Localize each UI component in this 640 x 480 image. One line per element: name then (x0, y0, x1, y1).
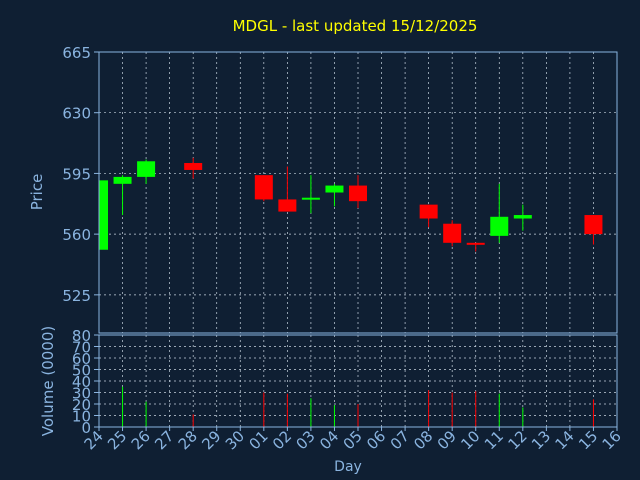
x-tick-label: 30 (222, 427, 248, 453)
x-tick-label: 15 (575, 427, 601, 453)
x-tick-label: 07 (387, 427, 413, 453)
candle-body (466, 242, 485, 245)
price-tick-label: 560 (62, 226, 91, 244)
x-tick-label: 05 (340, 427, 366, 453)
x-axis-label: Day (334, 459, 362, 475)
x-tick-label: 13 (528, 427, 554, 453)
candle-body (325, 185, 344, 193)
volume-tick-label: 10 (72, 408, 91, 426)
x-tick-label: 12 (504, 427, 530, 453)
tick-labels: 5255605956306650102030405060708024252627… (62, 44, 624, 453)
volume-tick-label: 80 (72, 327, 91, 345)
price-panel-frame (98, 51, 618, 334)
candles (98, 157, 603, 252)
candle-body (113, 176, 132, 184)
candle-body (301, 197, 320, 200)
x-tick-label: 01 (245, 427, 271, 453)
x-tick-label: 10 (457, 427, 483, 453)
x-tick-label: 06 (363, 427, 389, 453)
chart-title: MDGL - last updated 15/12/2025 (233, 17, 478, 35)
volume-tick-label: 30 (72, 385, 91, 403)
x-tick-label: 08 (410, 427, 436, 453)
candle-body (254, 175, 273, 200)
volume-tick-label: 70 (72, 339, 91, 357)
candle-body (99, 180, 108, 250)
price-tick-label: 525 (62, 287, 91, 305)
price-axis-label: Price (28, 174, 46, 211)
price-tick-label: 630 (62, 105, 91, 123)
candle-body (419, 204, 438, 219)
x-tick-label: 03 (293, 427, 319, 453)
price-tick-label: 665 (62, 44, 91, 62)
x-tick-label: 25 (104, 427, 130, 453)
volume-tick-label: 40 (72, 373, 91, 391)
candle-body (513, 215, 532, 219)
volume-axis-label: Volume (0000) (39, 326, 57, 436)
grid-layer (99, 51, 617, 427)
candle-body (278, 199, 297, 212)
volume-tick-label: 60 (72, 350, 91, 368)
volume-tick-label: 0 (81, 419, 91, 437)
x-tick-label: 26 (128, 427, 154, 453)
candle-body (349, 185, 367, 202)
price-tick-label: 595 (62, 165, 91, 183)
volume-tick-label: 20 (72, 396, 91, 414)
volume-tick-label: 50 (72, 362, 91, 380)
x-tick-label: 28 (175, 427, 201, 453)
x-tick-label: 11 (481, 427, 507, 453)
candle-body (137, 161, 156, 177)
x-tick-label: 27 (151, 427, 177, 453)
x-tick-label: 02 (269, 427, 295, 453)
x-tick-label: 14 (552, 427, 578, 453)
candle-body (490, 216, 509, 236)
x-tick-label: 04 (316, 427, 342, 453)
candle-body (184, 163, 203, 170)
candle-body (584, 215, 603, 235)
x-tick-label: 16 (599, 427, 625, 453)
volume-bars (122, 386, 594, 427)
candle-body (443, 223, 462, 243)
x-tick-label: 09 (434, 427, 460, 453)
x-tick-label: 29 (198, 427, 224, 453)
